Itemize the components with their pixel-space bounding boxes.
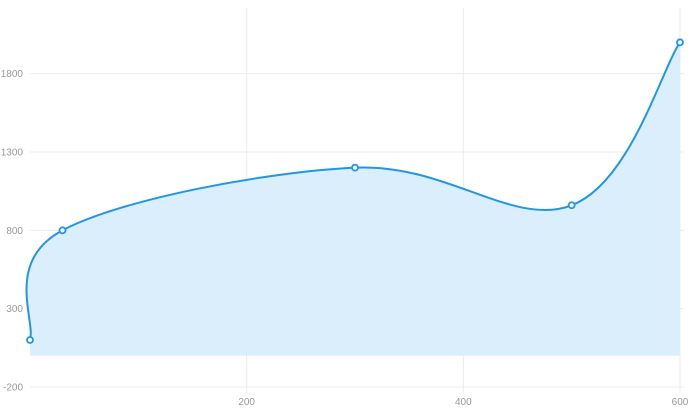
y-tick-label: -200: [3, 383, 23, 394]
y-tick-label: 300: [6, 304, 23, 315]
data-point[interactable]: [351, 163, 359, 172]
y-tick-label: 1300: [1, 148, 24, 159]
data-point[interactable]: [567, 201, 576, 210]
x-tick-label: 200: [238, 397, 255, 408]
x-axis-tick-labels: 200 400 600: [238, 397, 688, 408]
y-axis-tick-labels: -200 300 800 1300 1800: [1, 69, 24, 393]
data-point[interactable]: [676, 38, 684, 47]
x-tick-label: 600: [672, 397, 689, 408]
y-tick-label: 1800: [1, 69, 24, 80]
x-tick-label: 400: [455, 397, 472, 408]
data-point[interactable]: [58, 226, 67, 235]
data-point[interactable]: [26, 336, 34, 344]
y-tick-label: 800: [6, 226, 23, 237]
data-points: [26, 38, 684, 344]
series-area-fill: [26, 42, 680, 356]
